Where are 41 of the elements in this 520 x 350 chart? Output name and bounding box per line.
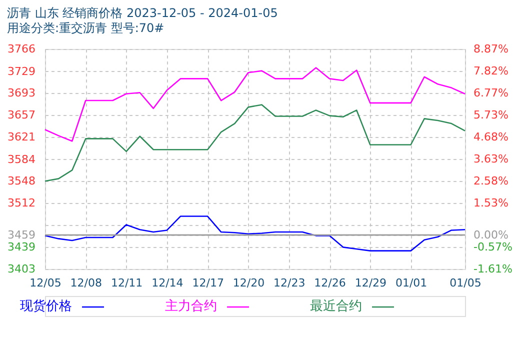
x-tick-label: 12/14 [152, 276, 184, 290]
x-tick-label: 12/29 [354, 276, 387, 290]
line-series [44, 104, 466, 182]
y-tick-label: 3459 [8, 228, 36, 242]
x-tick-label: 01/05 [450, 276, 482, 290]
legend-label: 主力合约 [165, 298, 217, 314]
y-tick-label: 3548 [8, 174, 36, 188]
y2-tick-label: 0.00% [474, 228, 508, 242]
x-tick-label: 01/01 [395, 276, 428, 290]
x-tick-label: 12/23 [274, 276, 306, 290]
y2-tick-label: 6.77% [474, 86, 508, 100]
legend-label: 最近合约 [310, 299, 362, 314]
line-series [44, 67, 466, 142]
y2-tick-label: 3.63% [474, 152, 508, 166]
y2-tick-label: 2.58% [474, 174, 508, 188]
y2-tick-label: 4.68% [474, 130, 508, 144]
line-series [44, 216, 466, 252]
chart-title: 沥青 山东 经销商价格 2023-12-05 - 2024-01-05 [7, 6, 278, 20]
y2-tick-label: -1.61% [474, 262, 512, 276]
y-tick-label: 3657 [8, 108, 36, 122]
y2-tick-label: 7.82% [474, 64, 508, 78]
y-tick-label: 3584 [8, 152, 36, 166]
x-tick-label: 12/05 [30, 276, 62, 290]
y-tick-label: 3621 [8, 130, 36, 144]
y-tick-label: 3439 [8, 240, 36, 254]
x-tick-label: 12/17 [192, 276, 224, 290]
y2-tick-label: 5.73% [474, 108, 508, 122]
legend-label: 现货价格 [20, 299, 72, 314]
y-tick-label: 3512 [8, 196, 36, 210]
y2-tick-label: -0.57% [474, 240, 512, 254]
x-tick-label: 12/08 [70, 276, 102, 290]
x-tick-label: 12/26 [314, 276, 346, 290]
y-tick-label: 3766 [8, 42, 36, 56]
y-tick-label: 3693 [8, 86, 36, 100]
y2-tick-label: 8.87% [474, 42, 508, 56]
y-tick-label: 3729 [8, 64, 36, 78]
y2-tick-label: 1.53% [474, 196, 508, 210]
x-tick-label: 12/11 [110, 276, 143, 290]
x-tick-label: 12/20 [232, 276, 265, 290]
chart-subtitle: 用途分类:重交沥青 型号:70# [7, 21, 164, 35]
y-tick-label: 3403 [8, 262, 36, 276]
